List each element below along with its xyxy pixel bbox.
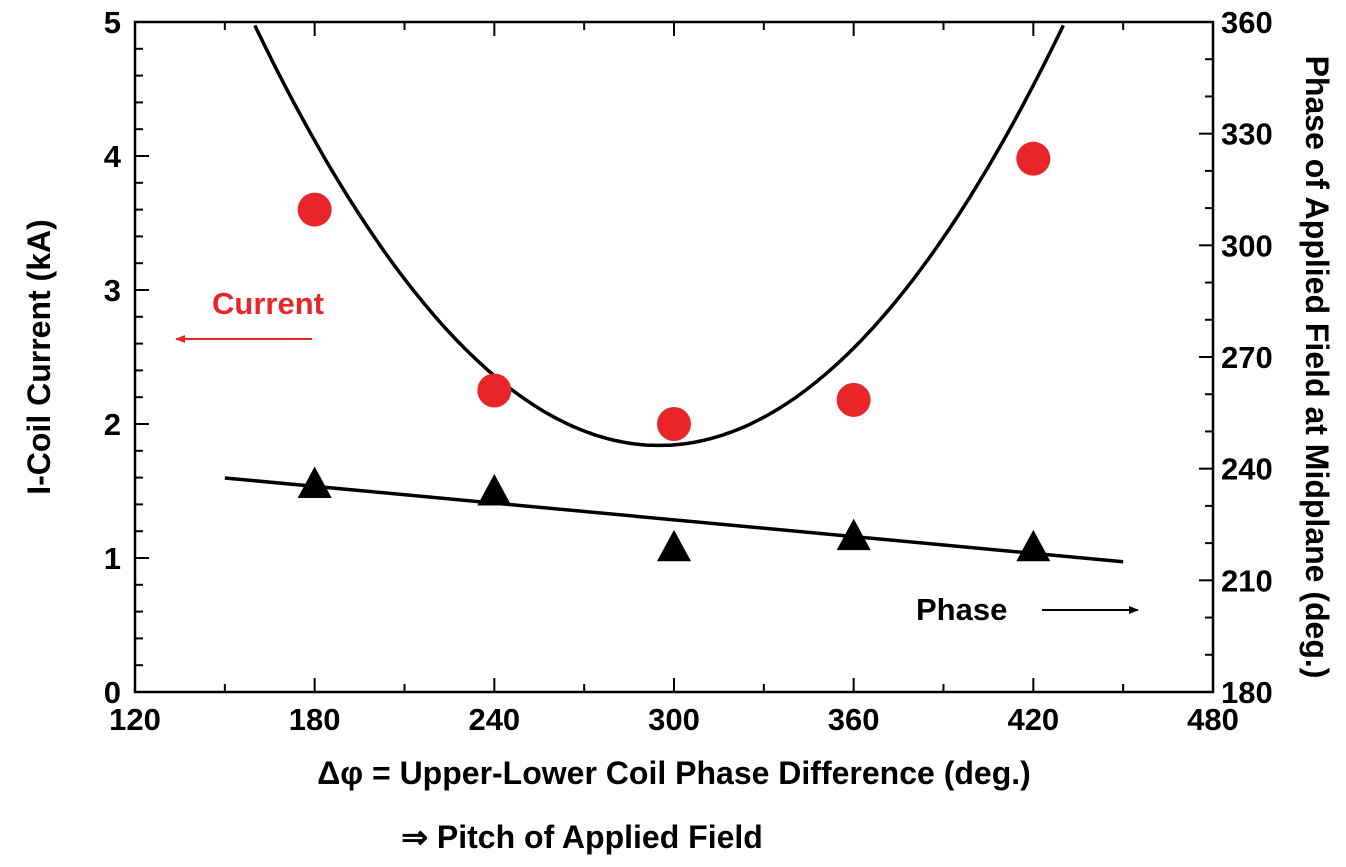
left-tick-label: 0 xyxy=(104,675,121,710)
right-tick-label: 240 xyxy=(1221,452,1273,487)
current-annotation: Current xyxy=(212,286,324,321)
current-point xyxy=(836,382,871,417)
x-tick-label: 240 xyxy=(468,702,520,737)
current-point xyxy=(657,407,691,441)
left-tick-label: 5 xyxy=(104,5,121,40)
current-point xyxy=(297,192,332,227)
right-axis-title: Phase of Applied Field at Midplane (deg.… xyxy=(1299,56,1335,679)
right-tick-label: 330 xyxy=(1221,117,1273,152)
fit-curves xyxy=(224,24,1124,564)
right-tick-label: 300 xyxy=(1221,228,1273,263)
plot-frame xyxy=(133,20,1215,694)
right-tick-label: 180 xyxy=(1221,675,1273,710)
right-tick-label: 210 xyxy=(1221,563,1273,598)
left-tick-label: 1 xyxy=(104,541,121,576)
phase-point xyxy=(836,518,871,551)
phase-fit-line xyxy=(224,476,1124,564)
x-axis-subtitle: ⇒ Pitch of Applied Field xyxy=(401,819,763,855)
x-tick-label: 120 xyxy=(109,702,161,737)
tick-labels: 120 180 240 300 360 420 480 0 1 2 3 4 5 180 210 240 270 3… xyxy=(104,5,1273,737)
x-tick-label: 300 xyxy=(648,702,700,737)
data-points xyxy=(297,141,1051,562)
left-tick-label: 3 xyxy=(104,273,121,308)
axis-ticks xyxy=(134,21,1214,693)
phase-annotation: Phase xyxy=(916,592,1007,627)
left-tick-label: 2 xyxy=(104,407,121,442)
left-tick-label: 4 xyxy=(104,139,122,174)
right-tick-label: 360 xyxy=(1221,5,1273,40)
left-axis-title: I-Coil Current (kA) xyxy=(21,219,57,495)
current-point xyxy=(477,373,512,408)
current-point xyxy=(1016,141,1051,176)
phase-point xyxy=(297,466,332,499)
right-tick-label: 270 xyxy=(1221,340,1273,375)
x-tick-label: 480 xyxy=(1187,702,1239,737)
x-tick-label: 180 xyxy=(289,702,341,737)
phase-point xyxy=(1016,529,1051,562)
x-tick-label: 360 xyxy=(828,702,880,737)
phase-point xyxy=(477,474,512,506)
x-axis-title: Δφ = Upper-Lower Coil Phase Difference (… xyxy=(317,755,1031,791)
phase-point xyxy=(657,529,691,562)
current-fit-curve xyxy=(253,24,1065,448)
x-tick-label: 420 xyxy=(1007,702,1059,737)
